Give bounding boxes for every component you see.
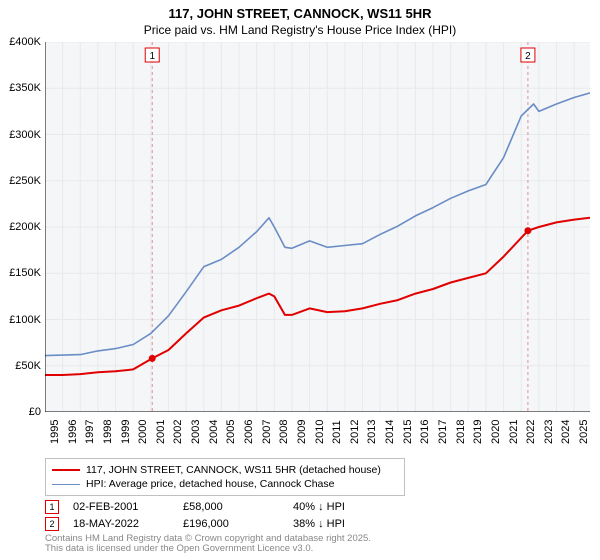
y-tick-label: £200K [9, 221, 41, 233]
x-axis-labels: 1995 1996 1997 1998 1999 2000 2001 2002 2003 2004… [45, 414, 590, 454]
legend-label: HPI: Average price, detached house, Cann… [86, 478, 334, 490]
marker-row: 1 02-FEB-2001£58,00040% ↓ HPI [45, 498, 403, 515]
chart-subtitle: Price paid vs. HM Land Registry's House … [0, 21, 600, 41]
y-tick-label: £100K [9, 314, 41, 326]
x-tick-label: 2007 [261, 420, 273, 444]
x-tick-label: 2016 [419, 420, 431, 444]
y-axis-labels: £0£50K£100K£150K£200K£250K£300K£350K£400… [0, 42, 44, 412]
marker-delta: 38% ↓ HPI [293, 518, 403, 530]
legend-swatch [52, 469, 80, 471]
x-tick-label: 2013 [366, 420, 378, 444]
x-tick-label: 2017 [437, 420, 449, 444]
x-tick-label: 2005 [225, 420, 237, 444]
x-tick-label: 2023 [543, 420, 555, 444]
marker-id-box: 1 [45, 500, 59, 514]
chart-plot-area: 12 [45, 42, 590, 412]
footer-line-2: This data is licensed under the Open Gov… [45, 544, 371, 554]
svg-text:2: 2 [525, 51, 531, 62]
chart-svg: 12 [45, 42, 590, 412]
x-tick-label: 1997 [84, 420, 96, 444]
x-tick-label: 2010 [314, 420, 326, 444]
marker-price: £196,000 [183, 518, 293, 530]
x-tick-label: 1998 [102, 420, 114, 444]
x-tick-label: 2025 [578, 420, 590, 444]
x-tick-label: 2004 [208, 420, 220, 444]
x-tick-label: 2006 [243, 420, 255, 444]
x-tick-label: 2021 [508, 420, 520, 444]
y-tick-label: £300K [9, 129, 41, 141]
x-tick-label: 2022 [525, 420, 537, 444]
x-tick-label: 2015 [402, 420, 414, 444]
marker-date: 18-MAY-2022 [73, 518, 183, 530]
marker-table: 1 02-FEB-2001£58,00040% ↓ HPI 2 18-MAY-2022… [45, 498, 403, 532]
x-tick-label: 1996 [67, 420, 79, 444]
y-tick-label: £150K [9, 267, 41, 279]
chart-container: 117, JOHN STREET, CANNOCK, WS11 5HR Pric… [0, 0, 600, 560]
marker-date: 02-FEB-2001 [73, 501, 183, 513]
x-tick-label: 1995 [49, 420, 61, 444]
marker-row: 2 18-MAY-2022£196,00038% ↓ HPI [45, 515, 403, 532]
y-tick-label: £50K [15, 360, 41, 372]
legend-swatch [52, 484, 80, 485]
marker-delta: 40% ↓ HPI [293, 501, 403, 513]
y-tick-label: £250K [9, 175, 41, 187]
legend-item: 117, JOHN STREET, CANNOCK, WS11 5HR (det… [52, 463, 398, 477]
y-tick-label: £400K [9, 36, 41, 48]
x-tick-label: 2001 [155, 420, 167, 444]
x-tick-label: 1999 [120, 420, 132, 444]
y-tick-label: £0 [29, 406, 41, 418]
x-tick-label: 2009 [296, 420, 308, 444]
x-tick-label: 2024 [560, 420, 572, 444]
x-tick-label: 2008 [278, 420, 290, 444]
x-tick-label: 2003 [190, 420, 202, 444]
x-tick-label: 2014 [384, 420, 396, 444]
marker-price: £58,000 [183, 501, 293, 513]
x-tick-label: 2020 [490, 420, 502, 444]
legend-label: 117, JOHN STREET, CANNOCK, WS11 5HR (det… [86, 464, 381, 476]
y-tick-label: £350K [9, 82, 41, 94]
svg-text:1: 1 [149, 51, 155, 62]
x-tick-label: 2000 [137, 420, 149, 444]
footer-attribution: Contains HM Land Registry data © Crown c… [45, 534, 371, 555]
x-tick-label: 2019 [472, 420, 484, 444]
chart-title: 117, JOHN STREET, CANNOCK, WS11 5HR [0, 0, 600, 21]
marker-id-box: 2 [45, 517, 59, 531]
legend-item: HPI: Average price, detached house, Cann… [52, 477, 398, 491]
x-tick-label: 2012 [349, 420, 361, 444]
x-tick-label: 2018 [455, 420, 467, 444]
x-tick-label: 2011 [331, 420, 343, 444]
x-tick-label: 2002 [172, 420, 184, 444]
legend: 117, JOHN STREET, CANNOCK, WS11 5HR (det… [45, 458, 405, 496]
